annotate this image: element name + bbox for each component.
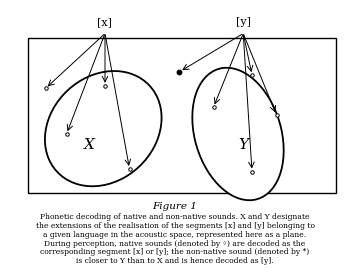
Bar — [28, 38, 336, 193]
Text: Phonetic decoding of native and non-native sounds. X and Y designate: Phonetic decoding of native and non-nati… — [40, 213, 310, 221]
Ellipse shape — [192, 68, 284, 200]
Text: a given language in the acoustic space, represented here as a plane.: a given language in the acoustic space, … — [43, 231, 307, 239]
Text: Y: Y — [238, 138, 248, 152]
Ellipse shape — [45, 71, 162, 186]
Text: is closer to Y than to X and is hence decoded as [y].: is closer to Y than to X and is hence de… — [76, 257, 274, 265]
Text: corresponding segment [x] or [y]; the non-native sound (denoted by *): corresponding segment [x] or [y]; the no… — [40, 248, 310, 256]
Text: X: X — [84, 138, 95, 152]
Text: [x]: [x] — [98, 17, 112, 27]
Text: [y]: [y] — [236, 17, 251, 27]
Text: Figure 1: Figure 1 — [153, 202, 197, 211]
Text: During perception, native sounds (denoted by ◦) are decoded as the: During perception, native sounds (denote… — [44, 240, 306, 248]
Text: the extensions of the realisation of the segments [x] and [y] belonging to: the extensions of the realisation of the… — [35, 222, 315, 230]
